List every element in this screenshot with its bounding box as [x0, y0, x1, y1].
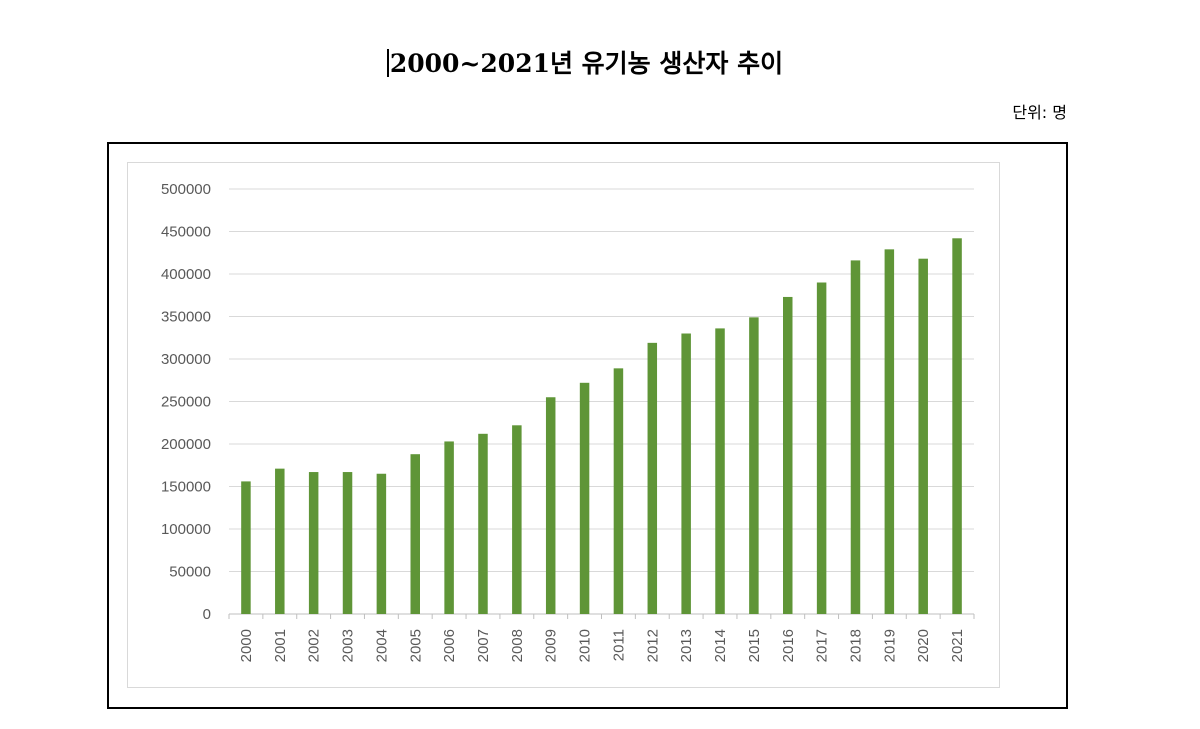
bar	[342, 472, 353, 614]
bar	[613, 368, 624, 614]
x-tick-label: 2004	[373, 629, 390, 662]
y-tick-label: 100000	[161, 521, 211, 538]
x-tick-label: 2002	[306, 629, 323, 662]
bar	[275, 468, 285, 614]
bar	[478, 433, 488, 614]
x-tick-label: 2007	[475, 629, 492, 662]
x-tick-label: 2010	[577, 629, 594, 662]
x-tick-label: 2019	[881, 629, 898, 662]
x-tick-label: 2005	[407, 629, 424, 662]
bar	[444, 441, 454, 614]
bar	[850, 260, 861, 614]
x-tick-label: 2006	[441, 629, 458, 662]
unit-label: 단위: 명	[1012, 103, 1067, 122]
x-tick-label: 2015	[746, 629, 763, 662]
y-tick-label: 450000	[161, 224, 211, 241]
x-tick-label: 2000	[238, 629, 255, 662]
text-cursor	[386, 49, 389, 77]
bar	[681, 333, 691, 614]
bar	[376, 473, 387, 614]
bar	[308, 472, 319, 614]
x-tick-label: 2021	[949, 629, 966, 662]
chart-title: 2000~2021년 유기농 생산자 추이	[0, 44, 1170, 80]
bar	[410, 454, 420, 614]
bar	[783, 296, 793, 614]
y-tick-label: 300000	[161, 351, 211, 368]
bar	[579, 382, 590, 614]
bar	[512, 425, 522, 614]
bar	[715, 328, 725, 614]
y-tick-label: 50000	[169, 564, 211, 581]
bar	[241, 481, 251, 614]
x-tick-label: 2012	[644, 629, 661, 662]
chart-title-text: 2000~2021년 유기농 생산자 추이	[389, 49, 784, 78]
x-tick-label: 2017	[814, 629, 831, 662]
y-tick-label: 0	[203, 606, 211, 623]
x-tick-label: 2018	[847, 629, 864, 662]
bar	[647, 342, 658, 614]
x-tick-label: 2001	[272, 629, 289, 662]
y-tick-label: 500000	[161, 181, 211, 198]
bar	[952, 238, 962, 615]
x-tick-label: 2016	[780, 629, 797, 662]
x-tick-label: 2003	[340, 629, 357, 662]
y-tick-label: 200000	[161, 436, 211, 453]
y-tick-label: 150000	[161, 479, 211, 496]
bar	[884, 249, 895, 614]
x-tick-label: 2008	[509, 629, 526, 662]
x-tick-label: 2020	[915, 629, 932, 662]
bar	[918, 258, 928, 614]
y-tick-label: 400000	[161, 266, 211, 283]
x-tick-label: 2011	[610, 629, 627, 661]
bar	[749, 317, 759, 614]
y-tick-label: 350000	[161, 309, 211, 326]
y-tick-label: 250000	[161, 394, 211, 411]
x-tick-label: 2009	[543, 629, 560, 662]
chart-area-border	[127, 162, 1000, 688]
x-tick-label: 2014	[712, 629, 729, 662]
x-tick-label: 2013	[678, 629, 695, 662]
bar	[816, 282, 827, 614]
bar	[545, 397, 556, 614]
